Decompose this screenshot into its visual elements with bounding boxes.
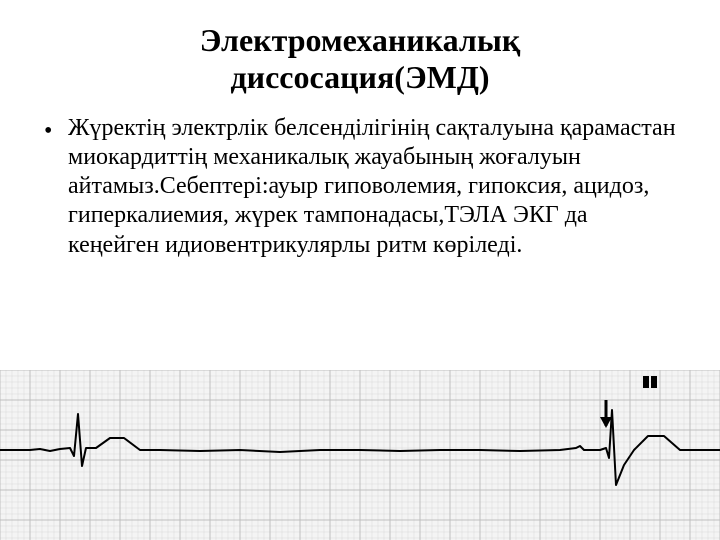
title-line-1: Электромеханикалық [200, 22, 521, 58]
ecg-strip [0, 370, 720, 540]
bullet-text: Жүректің электрлік белсенділігінің сақта… [68, 114, 676, 260]
body-text: • Жүректің электрлік белсенділігінің сақ… [0, 96, 720, 260]
bullet-item: • Жүректің электрлік белсенділігінің сақ… [44, 114, 676, 260]
bullet-marker: • [44, 114, 68, 145]
page-title: Электромеханикалық диссосация(ЭМД) [0, 0, 720, 96]
title-line-2: диссосация(ЭМД) [230, 59, 489, 95]
ecg-svg [0, 370, 720, 540]
